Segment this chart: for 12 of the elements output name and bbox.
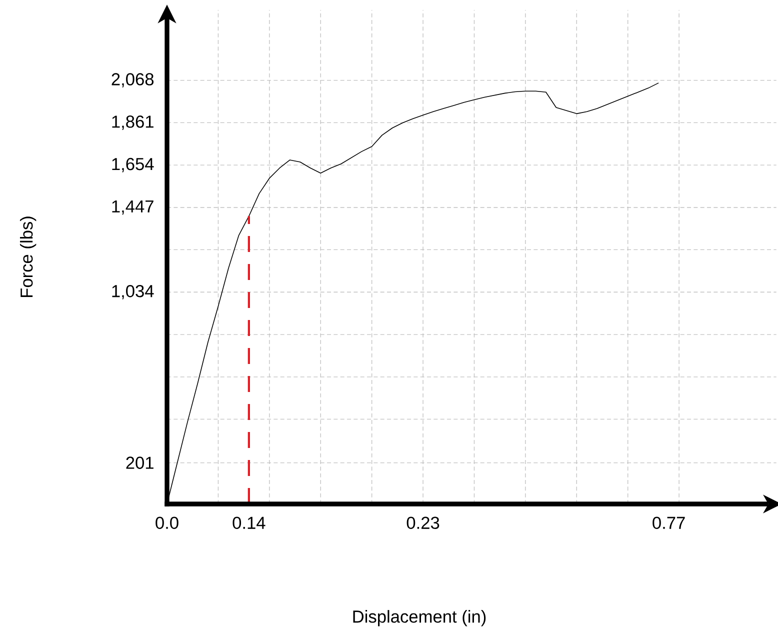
y-tick-label: 1,034	[112, 284, 154, 300]
y-axis-title: Force (lbs)	[20, 216, 36, 297]
x-tick-label: 0.14	[232, 516, 266, 529]
x-tick-label: 0.23	[406, 516, 440, 529]
y-tick-label: 201	[126, 456, 154, 469]
y-tick-label: 1,447	[112, 200, 154, 215]
y-tick-label: 2,068	[112, 73, 154, 88]
y-tick-label: 1,654	[112, 158, 154, 172]
x-tick-label: 0.0	[156, 516, 178, 529]
x-tick-label: 0.77	[652, 516, 685, 529]
x-axis-title: Displacement (in)	[353, 610, 486, 626]
y-tick-label: 1,861	[112, 116, 154, 130]
